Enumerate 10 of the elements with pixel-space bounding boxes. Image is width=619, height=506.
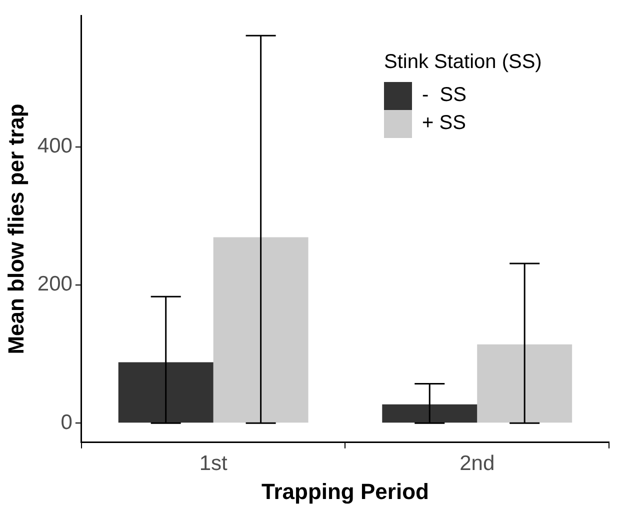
y-tick-label: 0 [60,410,72,434]
x-axis-title: Trapping Period [261,478,429,504]
legend-title: Stink Station (SS) [384,50,542,74]
legend-label: + SS [422,112,466,136]
y-axis-title: Mean blow flies per trap [3,104,28,354]
x-tick-label: 2nd [460,452,495,475]
x-tick-label: 1st [199,452,228,475]
y-tick-label: 200 [37,272,72,296]
legend-label: - SS [422,84,466,108]
y-tick-label: 400 [37,134,72,158]
